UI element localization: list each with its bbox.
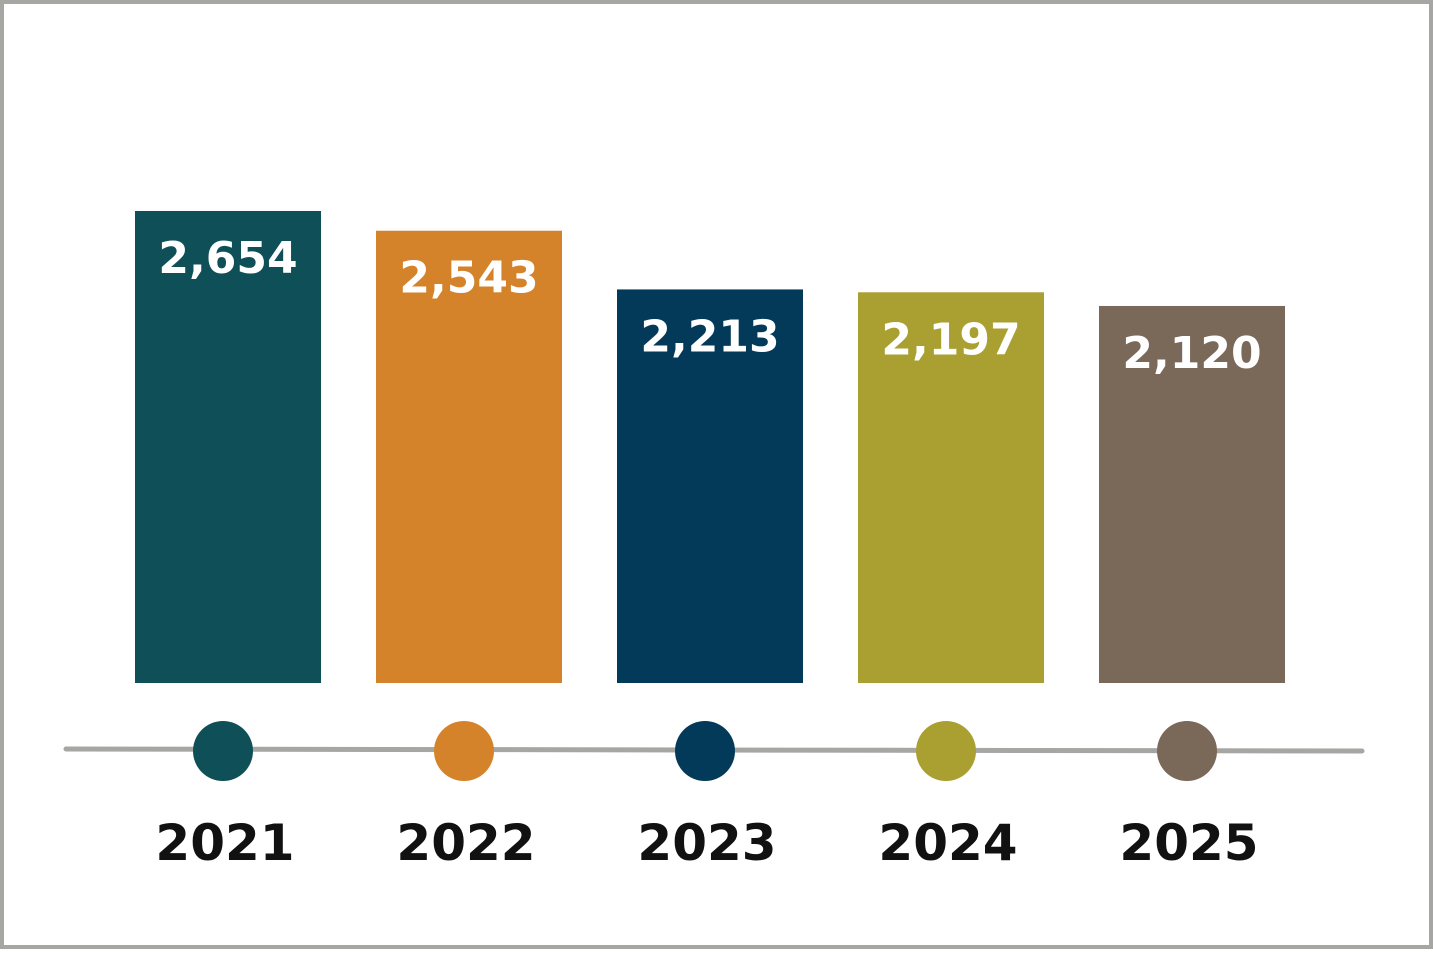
timeline-dot-2025 — [1157, 721, 1217, 781]
bar-2025 — [1099, 305, 1285, 683]
year-label-2021: 2021 — [155, 814, 294, 872]
year-label-2024: 2024 — [878, 814, 1017, 872]
data-label-2024: 2,197 — [881, 314, 1020, 365]
year-label-2023: 2023 — [637, 814, 776, 872]
bars-group: 2,654 2,543 2,213 2,197 2,120 — [135, 211, 1285, 683]
data-label-2022: 2,543 — [399, 253, 538, 304]
year-labels-group: 2021 2022 2023 2024 2025 — [155, 814, 1258, 872]
timeline-dots-group — [193, 721, 1217, 781]
data-label-2023: 2,213 — [640, 311, 779, 362]
bar-2021 — [135, 211, 321, 683]
timeline-dot-2024 — [916, 721, 976, 781]
data-label-2025: 2,120 — [1122, 328, 1261, 379]
year-label-2025: 2025 — [1119, 814, 1258, 872]
bar-2023 — [617, 289, 803, 683]
timeline-dot-2023 — [675, 721, 735, 781]
data-label-2021: 2,654 — [158, 233, 297, 284]
bar-2024 — [858, 292, 1044, 683]
year-label-2022: 2022 — [396, 814, 535, 872]
bar-2022 — [376, 230, 562, 683]
timeline-dot-2021 — [193, 721, 253, 781]
timeline-dot-2022 — [434, 721, 494, 781]
